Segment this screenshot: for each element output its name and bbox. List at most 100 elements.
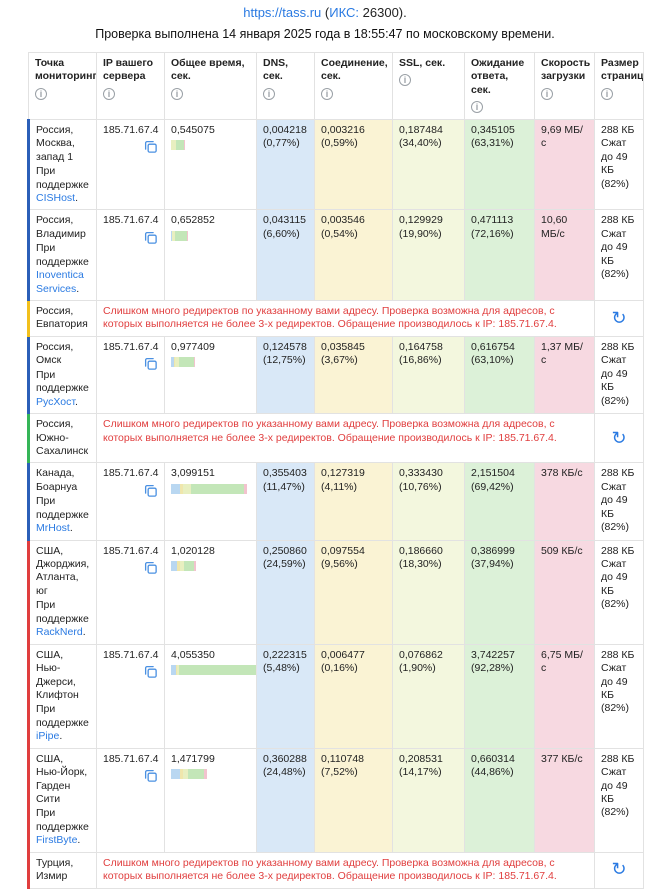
monitoring-point: Россия, Владимир <box>36 214 90 241</box>
ssl-percent: (16,86%) <box>399 354 458 367</box>
server-ip-cell: 185.71.67.4 <box>97 748 165 852</box>
monitoring-point: США, Нью-Йорк, Гарден Сити <box>36 753 90 807</box>
support-prefix: При поддержке <box>36 807 89 832</box>
wait-cell: 2,151504 (69,42%) <box>465 463 535 540</box>
refresh-cell: ↻ <box>595 852 644 888</box>
total-time-cell: 4,055350 <box>165 644 257 748</box>
result-row: США, Нью-Йорк, Гарден Сити При поддержке… <box>29 748 644 852</box>
download-speed-cell: 1,37 МБ/с <box>535 336 595 413</box>
provider-link[interactable]: CISHost <box>36 192 75 204</box>
column-header-label: Ожидание ответа, сек. <box>471 57 528 97</box>
connection-percent: (7,52%) <box>321 766 386 779</box>
page-size-cell: 288 КБ Сжат до 49 КБ (82%) <box>595 463 644 540</box>
page-title: https://tass.ru (ИКС: 26300). <box>0 5 650 20</box>
page-size-cell: 288 КБ Сжат до 49 КБ (82%) <box>595 540 644 644</box>
provider-link[interactable]: MrHost <box>36 522 70 534</box>
column-header: IP вашего сервера i <box>97 53 165 120</box>
total-time-cell: 0,977409 <box>165 336 257 413</box>
refresh-icon[interactable]: ↻ <box>611 860 626 878</box>
dns-percent: (24,59%) <box>263 558 308 571</box>
column-header: Соединение, сек. i <box>315 53 393 120</box>
support-line: При поддержке RackNerd. <box>36 599 90 639</box>
download-speed: 377 КБ/с <box>541 753 588 766</box>
dns-cell: 0,360288 (24,48%) <box>257 748 315 852</box>
copy-icon[interactable] <box>143 566 158 578</box>
dns-value: 0,250860 <box>263 545 308 558</box>
info-icon[interactable]: i <box>103 88 115 100</box>
dns-cell: 0,250860 (24,59%) <box>257 540 315 644</box>
column-header: Общее время, сек. i <box>165 53 257 120</box>
ssl-value: 0,187484 <box>399 124 458 137</box>
copy-icon[interactable] <box>143 362 158 374</box>
provider-link[interactable]: RackNerd <box>36 626 83 638</box>
dns-percent: (0,77%) <box>263 137 308 150</box>
wait-cell: 0,471113 (72,16%) <box>465 210 535 301</box>
connection-value: 0,097554 <box>321 545 386 558</box>
refresh-icon[interactable]: ↻ <box>611 429 626 447</box>
copy-icon[interactable] <box>143 145 158 157</box>
info-icon[interactable]: i <box>471 101 483 113</box>
support-suffix: . <box>77 834 80 846</box>
wait-cell: 0,616754 (63,10%) <box>465 336 535 413</box>
ssl-cell: 0,186660 (18,30%) <box>393 540 465 644</box>
server-ip-cell: 185.71.67.4 <box>97 336 165 413</box>
ssl-percent: (10,76%) <box>399 481 458 494</box>
monitoring-point: США, Нью-Джерси, Клифтон <box>36 649 90 703</box>
iks-link[interactable]: ИКС: <box>329 5 359 20</box>
info-icon[interactable]: i <box>321 88 333 100</box>
provider-link[interactable]: РусХост <box>36 396 75 408</box>
site-link[interactable]: https://tass.ru <box>243 5 321 20</box>
wait-percent: (69,42%) <box>471 481 528 494</box>
monitoring-point-cell: Турция, Измир <box>29 852 97 888</box>
dns-cell: 0,043115 (6,60%) <box>257 210 315 301</box>
monitoring-point: Россия, Москва, запад 1 <box>36 124 90 164</box>
result-row: США, Нью-Джерси, Клифтон При поддержке i… <box>29 644 644 748</box>
refresh-cell: ↻ <box>595 301 644 337</box>
column-header-label: SSL, сек. <box>399 57 458 70</box>
connection-cell: 0,127319 (4,11%) <box>315 463 393 540</box>
dns-cell: 0,355403 (11,47%) <box>257 463 315 540</box>
provider-link[interactable]: FirstByte <box>36 834 77 846</box>
copy-icon[interactable] <box>143 236 158 248</box>
info-icon[interactable]: i <box>601 88 613 100</box>
page-header: https://tass.ru (ИКС: 26300). Проверка в… <box>0 0 650 41</box>
support-line: При поддержке iPipe. <box>36 703 90 743</box>
bar-segment-wait <box>184 561 193 571</box>
total-time: 3,099151 <box>171 467 250 480</box>
time-breakdown-bar <box>171 484 247 494</box>
copy-icon[interactable] <box>143 670 158 682</box>
copy-icon[interactable] <box>143 774 158 786</box>
result-row-error: Россия, Южно-Сахалинск Слишком много ред… <box>29 414 644 463</box>
header-row: Точка мониторинга i IP вашего сервера i … <box>29 53 644 120</box>
download-speed: 10,60 МБ/с <box>541 214 588 241</box>
monitoring-point: Россия, Евпатория <box>36 305 90 332</box>
download-speed-cell: 377 КБ/с <box>535 748 595 852</box>
monitoring-point: Канада, Боарнуа <box>36 467 90 494</box>
refresh-icon[interactable]: ↻ <box>611 309 626 327</box>
download-speed: 6,75 МБ/с <box>541 649 588 676</box>
info-icon[interactable]: i <box>171 88 183 100</box>
info-icon[interactable]: i <box>35 88 47 100</box>
monitoring-point-cell: Россия, Москва, запад 1 При поддержке CI… <box>29 119 97 210</box>
copy-icon[interactable] <box>143 489 158 501</box>
server-ip: 185.71.67.4 <box>103 649 158 662</box>
provider-link[interactable]: iPipe <box>36 730 59 742</box>
support-line: При поддержке РусХост. <box>36 369 90 409</box>
info-icon[interactable]: i <box>399 74 411 86</box>
time-breakdown-bar <box>171 231 187 241</box>
download-speed: 1,37 МБ/с <box>541 341 588 368</box>
bar-segment-wait <box>175 231 187 241</box>
iks-value: 26300 <box>359 5 399 20</box>
info-icon[interactable]: i <box>541 88 553 100</box>
wait-percent: (63,10%) <box>471 354 528 367</box>
ssl-cell: 0,129929 (19,90%) <box>393 210 465 301</box>
download-speed: 378 КБ/с <box>541 467 588 480</box>
wait-cell: 0,386999 (37,94%) <box>465 540 535 644</box>
column-header-label: Точка мониторинга <box>35 57 90 84</box>
copy-wrap <box>103 230 158 245</box>
info-icon[interactable]: i <box>263 88 275 100</box>
monitoring-point-cell: США, Джорджия, Атланта, юг При поддержке… <box>29 540 97 644</box>
total-time-cell: 0,545075 <box>165 119 257 210</box>
ssl-percent: (18,30%) <box>399 558 458 571</box>
time-breakdown-bar <box>171 357 195 367</box>
